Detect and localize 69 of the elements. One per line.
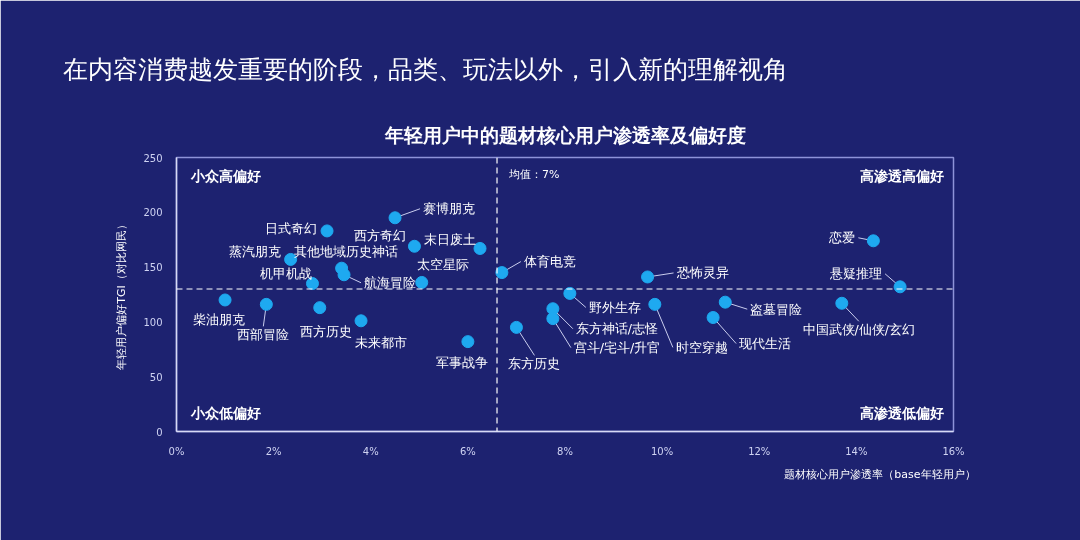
y-tick-label: 250	[143, 152, 163, 164]
point	[495, 266, 509, 280]
annotation: 航海冒险	[364, 275, 417, 291]
point	[259, 297, 273, 311]
point	[354, 314, 368, 328]
point	[461, 335, 475, 349]
annotation: 时空穿越	[675, 339, 728, 355]
annotation: 宫斗/宅斗/升官	[573, 340, 661, 356]
annotation: 恐怖灵异	[675, 265, 729, 281]
ref-line-label: 均值：7%	[508, 168, 560, 181]
annotation: 高渗透高偏好	[859, 167, 944, 184]
annotation: 野外生存	[588, 299, 641, 315]
x-tick-label: 8%	[557, 445, 573, 457]
point	[313, 301, 327, 315]
point	[835, 296, 849, 310]
annotation: 机甲机战	[260, 266, 313, 282]
annotation: 未来都市	[355, 335, 408, 351]
point	[648, 297, 662, 311]
annotation: 恋爱	[828, 230, 856, 246]
point	[509, 320, 523, 334]
y-tick-label: 100	[143, 316, 163, 328]
annotation: 赛博朋克	[423, 201, 476, 217]
point	[866, 234, 880, 248]
annotation: 蒸汽朋克	[228, 243, 281, 259]
annotation: 日式奇幻	[265, 221, 318, 237]
y-tick-label: 200	[143, 207, 163, 219]
point	[388, 211, 402, 225]
y-axis-title: 年轻用户偏好TGI（对比网民）	[115, 219, 129, 370]
annotation: 其他地域历史神话	[293, 243, 398, 259]
annotation: 小众高偏好	[189, 167, 261, 184]
point	[641, 270, 655, 284]
point	[546, 312, 560, 326]
x-tick-label: 2%	[265, 445, 282, 457]
annotation: 中国武侠/仙侠/玄幻	[802, 321, 916, 337]
annotation: 柴油朋克	[193, 312, 246, 328]
annotation: 军事战争	[435, 355, 488, 371]
annotation: 小众低偏好	[189, 404, 261, 421]
point	[337, 268, 351, 282]
point	[718, 295, 732, 309]
x-tick-label: 14%	[845, 445, 868, 457]
annotation: 太空星际	[416, 256, 469, 272]
y-tick-label: 0	[156, 426, 163, 438]
annotation: 盗墓冒险	[750, 301, 803, 317]
annotation: 西方历史	[299, 324, 352, 340]
x-tick-label: 0%	[168, 445, 185, 457]
point	[415, 275, 429, 289]
point	[320, 224, 334, 238]
annotation: 体育电竞	[523, 254, 576, 270]
x-tick-label: 10%	[651, 445, 674, 457]
annotation: 现代生活	[739, 336, 792, 352]
annotation: 高渗透低偏好	[859, 404, 944, 421]
point	[218, 293, 232, 307]
annotation: 悬疑推理	[829, 266, 883, 282]
annotation: 西部冒险	[237, 326, 290, 342]
point	[706, 311, 720, 324]
annotation: 末日废土	[424, 231, 477, 247]
annotation: 东方神话/志怪	[575, 321, 659, 337]
y-tick-label: 150	[143, 262, 163, 274]
x-tick-label: 16%	[942, 445, 965, 457]
x-axis-title: 题材核心用户渗透率（base年轻用户）	[784, 467, 976, 481]
chart-subtitle: 年轻用户中的题材核心用户渗透率及偏好度	[383, 123, 746, 146]
x-tick-label: 12%	[748, 445, 771, 457]
x-tick-label: 4%	[362, 445, 379, 457]
x-tick-label: 6%	[459, 445, 476, 457]
chart-title: 在内容消费越发重要的阶段，品类、玩法以外，引入新的理解视角	[62, 54, 788, 84]
point	[407, 239, 421, 253]
y-tick-label: 50	[149, 371, 163, 383]
annotation: 西方奇幻	[354, 227, 407, 243]
annotation: 东方历史	[508, 355, 561, 371]
